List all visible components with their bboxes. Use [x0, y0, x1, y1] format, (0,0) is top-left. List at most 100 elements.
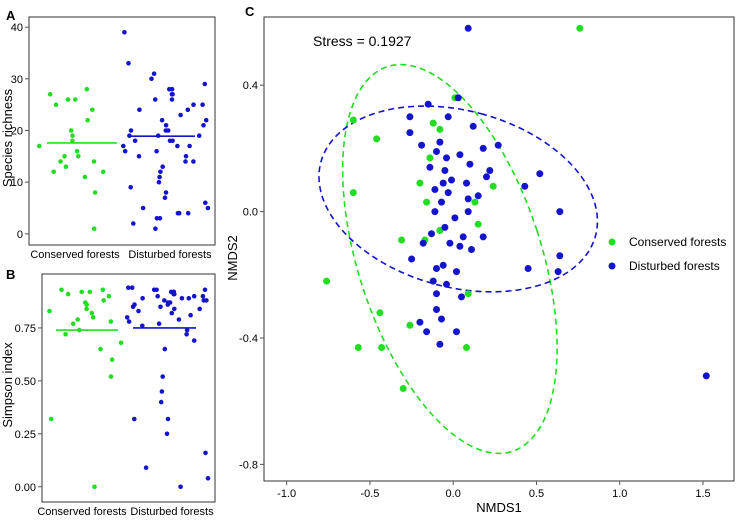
panel-c-y-ticks: 0.4 0.0 -0.4 -0.8: [239, 80, 264, 471]
a-point-disturbed: [154, 148, 159, 154]
a-point-disturbed: [160, 164, 165, 169]
c-y-tick-label: -0.4: [239, 333, 258, 345]
c-point-disturbed: [406, 129, 414, 137]
a-point-conserved: [53, 102, 59, 107]
panel-a-means: [47, 135, 195, 144]
a-point-disturbed: [158, 169, 163, 175]
a-point-conserved: [47, 92, 53, 97]
b-point-disturbed: [155, 293, 160, 299]
c-point-disturbed: [464, 24, 472, 32]
c-point-disturbed: [444, 189, 452, 197]
a-point-disturbed: [183, 159, 188, 164]
a-point-disturbed: [157, 174, 162, 180]
c-point-conserved: [471, 198, 479, 206]
b-point-conserved: [108, 374, 114, 379]
c-point-disturbed: [524, 265, 532, 272]
b-point-disturbed: [176, 317, 182, 322]
c-point-disturbed: [556, 208, 564, 216]
c-point-disturbed: [464, 195, 472, 203]
b-point-disturbed: [184, 327, 190, 333]
c-point-conserved: [423, 198, 431, 206]
c-point-disturbed: [441, 223, 449, 231]
a-point-disturbed: [191, 159, 196, 164]
b-point-disturbed: [203, 450, 208, 456]
panel-a-y-ticks: 0 10 20 30 40: [11, 22, 29, 241]
a-point-disturbed: [121, 143, 126, 149]
a-point-disturbed: [122, 148, 128, 154]
b-point-disturbed: [165, 302, 171, 307]
a-point-conserved: [82, 174, 88, 180]
c-point-disturbed: [439, 179, 447, 187]
b-point-disturbed: [178, 484, 183, 490]
a-point-disturbed: [170, 92, 175, 97]
a-point-disturbed: [163, 190, 169, 195]
c-point-disturbed: [456, 151, 464, 159]
b-point-conserved: [84, 306, 89, 312]
c-point-disturbed: [439, 261, 447, 269]
a-point-disturbed: [201, 123, 206, 128]
a-point-conserved: [84, 86, 90, 92]
c-point-disturbed: [463, 179, 470, 187]
a-point-disturbed: [196, 133, 202, 138]
b-point-conserved: [65, 291, 71, 297]
b-point-conserved: [100, 287, 106, 293]
panel-a-x-label-conserved: Conserved forests: [30, 249, 120, 261]
a-point-disturbed: [127, 133, 132, 138]
c-point-disturbed: [474, 192, 482, 200]
a-point-disturbed: [156, 179, 162, 185]
b-point-disturbed: [158, 399, 164, 405]
b-point-disturbed: [158, 304, 163, 310]
legend-label-conserved: Conserved forests: [629, 235, 726, 249]
panel-b-points: [47, 285, 211, 490]
a-point-disturbed: [149, 76, 154, 82]
b-point-disturbed: [143, 465, 149, 471]
c-point-conserved: [349, 189, 357, 197]
a-y-tick-label: 30: [11, 74, 23, 86]
c-point-disturbed: [453, 268, 460, 276]
a-point-conserved: [37, 143, 42, 149]
c-x-tick-label: 1.0: [612, 488, 627, 500]
a-point-disturbed: [163, 123, 169, 128]
c-point-conserved: [489, 182, 497, 190]
a-point-disturbed: [185, 107, 191, 113]
b-y-tick-label: 0.00: [15, 482, 36, 494]
c-point-disturbed: [479, 233, 487, 241]
panel-c: C Stress = 0.1927 NMDS2 NMDS1 0.4 0.0 -0.4…: [225, 4, 735, 515]
c-point-disturbed: [436, 340, 444, 348]
c-point-disturbed: [446, 239, 454, 247]
c-point-disturbed: [431, 186, 439, 193]
b-point-conserved: [79, 289, 84, 295]
b-point-conserved: [92, 484, 97, 490]
b-point-disturbed: [160, 374, 165, 379]
a-y-tick-label: 20: [11, 126, 23, 138]
a-point-disturbed: [122, 30, 127, 35]
confidence-ellipse-disturbed: [318, 105, 599, 293]
b-point-disturbed: [129, 285, 135, 291]
b-point-conserved: [48, 416, 54, 422]
b-y-tick-label: 0.50: [15, 376, 36, 388]
panel-b-means: [56, 327, 196, 331]
b-point-disturbed: [132, 416, 137, 422]
a-point-disturbed: [131, 221, 136, 226]
c-point-disturbed: [469, 122, 477, 130]
panel-b-frame: [41, 273, 216, 503]
c-point-conserved: [373, 135, 381, 143]
legend-label-disturbed: Disturbed forests: [629, 259, 720, 273]
panel-a-frame: [28, 16, 216, 246]
a-point-disturbed: [169, 86, 175, 92]
a-point-disturbed: [136, 154, 142, 159]
c-point-disturbed: [438, 198, 445, 206]
b-point-conserved: [109, 357, 115, 363]
panel-b-x-label-conserved: Conserved forests: [37, 506, 127, 518]
c-point-conserved: [576, 24, 584, 32]
c-point-disturbed: [556, 252, 564, 260]
a-point-disturbed: [126, 61, 131, 66]
a-point-disturbed: [167, 138, 173, 144]
a-point-conserved: [91, 159, 97, 164]
c-point-conserved: [378, 344, 386, 351]
a-point-disturbed: [205, 205, 211, 211]
b-y-tick-label: 0.25: [15, 429, 36, 441]
panel-c-ellipses: [318, 63, 599, 455]
b-point-conserved: [84, 302, 89, 307]
c-point-disturbed: [431, 208, 439, 216]
